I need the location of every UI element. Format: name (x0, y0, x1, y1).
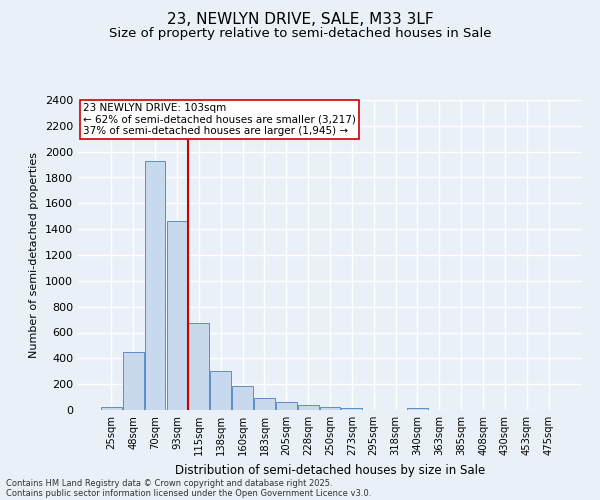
Text: Contains public sector information licensed under the Open Government Licence v3: Contains public sector information licen… (6, 488, 371, 498)
Bar (210, 371, 231, 410)
Bar (232, 386, 253, 410)
Text: 23, NEWLYN DRIVE, SALE, M33 3LF: 23, NEWLYN DRIVE, SALE, M33 3LF (167, 12, 433, 28)
Bar (341, 408, 362, 410)
Bar (188, 324, 209, 410)
Text: Contains HM Land Registry data © Crown copyright and database right 2025.: Contains HM Land Registry data © Crown c… (6, 478, 332, 488)
Bar (101, 407, 122, 410)
Bar (276, 402, 296, 410)
Text: 23 NEWLYN DRIVE: 103sqm
← 62% of semi-detached houses are smaller (3,217)
37% of: 23 NEWLYN DRIVE: 103sqm ← 62% of semi-de… (83, 103, 356, 136)
Bar (298, 406, 319, 410)
Bar (320, 408, 340, 410)
Y-axis label: Number of semi-detached properties: Number of semi-detached properties (29, 152, 40, 358)
Bar (407, 408, 428, 410)
X-axis label: Distribution of semi-detached houses by size in Sale: Distribution of semi-detached houses by … (175, 464, 485, 476)
Bar (123, 352, 143, 410)
Bar (167, 222, 187, 410)
Bar (145, 160, 166, 410)
Text: Size of property relative to semi-detached houses in Sale: Size of property relative to semi-detach… (109, 28, 491, 40)
Bar (254, 398, 275, 410)
